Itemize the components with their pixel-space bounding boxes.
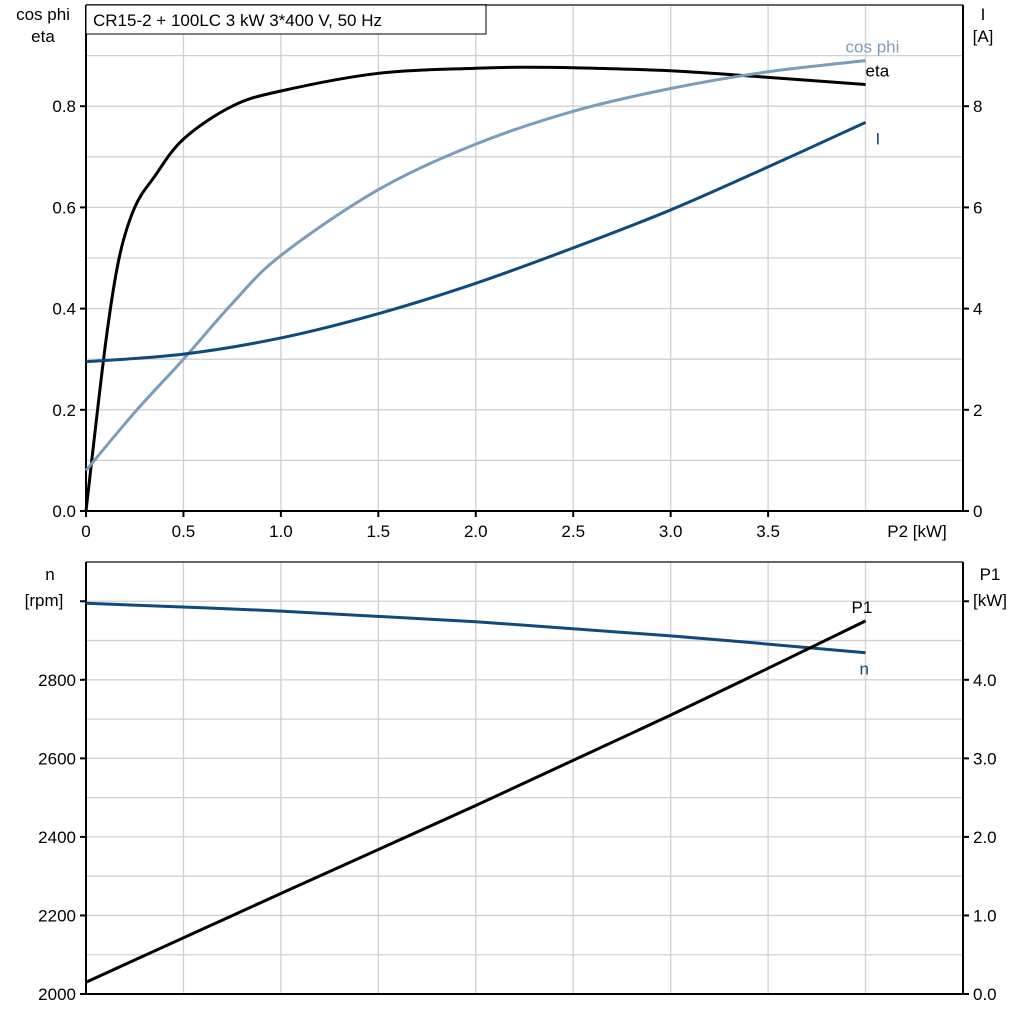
y-left-tick-label: 2200 — [38, 906, 76, 925]
plot-panel-1: 0.0 0.2 0.4 0.6 0.8 0 2 4 6 8 0 0.5 1.0 1.5 2.0 2.5 3.0 3… — [16, 4, 994, 541]
y-left-label: cos phi — [16, 5, 70, 24]
series-label-p1: P1 — [852, 598, 873, 617]
y-right-tick-label: 2.0 — [973, 828, 997, 847]
series-label-cos-phi: cos phi — [846, 38, 900, 57]
y-left-tick-label: 2600 — [38, 749, 76, 768]
y-right-tick-label: 1.0 — [973, 906, 997, 925]
x-tick-label: 1.0 — [269, 522, 293, 541]
y-right-tick-label: 3.0 — [973, 749, 997, 768]
x-tick-label: 3.5 — [756, 522, 780, 541]
series-line-n — [85, 601, 866, 655]
y-left-tick-label: 0.8 — [52, 97, 76, 116]
y-right-label: [A] — [973, 27, 994, 46]
y-right-label: I — [981, 5, 986, 24]
series-line-p1 — [85, 619, 867, 984]
y-right-label: [kW] — [973, 591, 1007, 610]
y-right-tick-label: 0.0 — [973, 985, 997, 1004]
y-left-label: [rpm] — [25, 591, 64, 610]
x-tick-label: 0 — [81, 522, 90, 541]
y-left-tick-label: 2400 — [38, 828, 76, 847]
y-right-tick-label: 2 — [973, 401, 982, 420]
y-left-tick-label: 0.6 — [52, 198, 76, 217]
y-right-tick-label: 4 — [973, 300, 982, 319]
y-right-tick-label: 4.0 — [973, 671, 997, 690]
plot-panel-2: 2000 2200 2400 2600 2800 0.0 1.0 2.0 3.0 4.0 n [rpm… — [25, 561, 1007, 1004]
y-right-tick-label: 8 — [973, 97, 982, 116]
x-tick-label: 0.5 — [172, 522, 196, 541]
y-left-tick-label: 0.0 — [52, 502, 76, 521]
x-tick-label: 2.0 — [464, 522, 488, 541]
y-right-tick-label: 0 — [973, 502, 982, 521]
x-tick-label: 3.0 — [659, 522, 683, 541]
series-label-eta: eta — [866, 61, 890, 80]
series-line-eta — [84, 65, 866, 512]
title-box — [85, 4, 487, 35]
y-left-tick-label: 0.2 — [52, 401, 76, 420]
y-right-tick-label: 6 — [973, 198, 982, 217]
y-left-tick-label: 2000 — [38, 985, 76, 1004]
series-label-n: n — [860, 660, 869, 679]
series-label-i: I — [876, 129, 881, 148]
y-right-label: P1 — [980, 565, 1001, 584]
y-left-label: n — [45, 565, 54, 584]
y-left-tick-label: 2800 — [38, 671, 76, 690]
series-line-cos-phi — [84, 59, 866, 472]
y-left-tick-label: 0.4 — [52, 300, 76, 319]
series-line-i — [85, 121, 867, 364]
x-tick-label: 1.5 — [367, 522, 391, 541]
chart-title: CR15-2 + 100LC 3 kW 3*400 V, 50 Hz — [93, 11, 382, 30]
y-left-label: eta — [31, 27, 55, 46]
x-tick-label: 2.5 — [561, 522, 585, 541]
x-axis-label: P2 [kW] — [887, 522, 947, 541]
